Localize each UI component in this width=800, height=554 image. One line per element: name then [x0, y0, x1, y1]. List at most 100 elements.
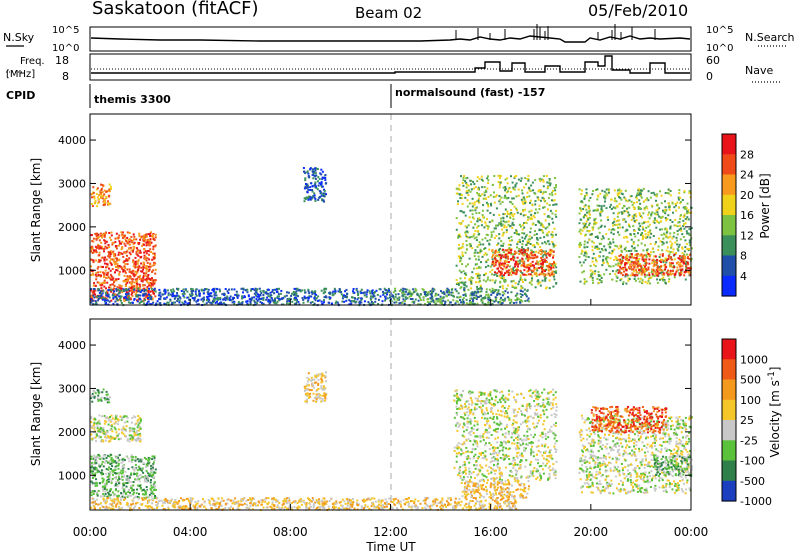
power-cell [107, 276, 110, 279]
velocity-cell [103, 482, 106, 485]
power-cell [646, 207, 649, 210]
power-cell [653, 274, 656, 277]
power-cell [657, 268, 659, 271]
power-cell [459, 235, 462, 238]
power-cell [90, 289, 93, 292]
power-cell [340, 291, 343, 294]
nave-top-tick: 60 [706, 54, 720, 67]
velocity-cell [128, 489, 130, 491]
power-cell [679, 274, 682, 277]
power-cell [100, 284, 103, 287]
power-cell [145, 259, 148, 262]
power-cell [554, 203, 557, 206]
power-cell [461, 251, 464, 254]
power-cell [445, 295, 448, 297]
power-cell [118, 284, 121, 287]
velocity-cell [109, 488, 112, 491]
power-cell [598, 242, 601, 245]
power-cell [500, 270, 503, 273]
power-cell [484, 266, 487, 269]
power-cell [411, 298, 414, 301]
power-cell [464, 225, 467, 228]
power-cell [204, 288, 207, 291]
power-cell [422, 296, 425, 299]
power-cell [461, 298, 464, 301]
power-cell [608, 265, 611, 268]
velocity-cell [154, 468, 157, 471]
power-cell [375, 289, 378, 292]
power-cell [642, 264, 645, 267]
power-cell [539, 236, 542, 239]
power-cell [384, 299, 387, 302]
power-cell [127, 298, 130, 301]
power-cell [475, 294, 478, 297]
velocity-cell [133, 473, 136, 476]
power-cell [147, 241, 150, 244]
power-cell [477, 272, 480, 275]
power-cell [288, 302, 291, 305]
power-cell [479, 295, 482, 298]
power-cell [626, 257, 629, 260]
power-cell [325, 296, 328, 299]
power-cell [442, 296, 445, 299]
power-ytick-label: 1000 [58, 264, 86, 277]
power-cell [521, 294, 524, 297]
power-cell [486, 203, 489, 205]
power-cell [398, 296, 401, 299]
power-cell [624, 189, 627, 192]
power-cell [515, 269, 518, 272]
power-cell [591, 270, 594, 273]
power-cell [684, 208, 687, 210]
power-cell [100, 241, 103, 244]
power-cell [639, 225, 642, 228]
power-cell [180, 290, 183, 292]
power-cell [324, 288, 327, 291]
power-cell [520, 289, 522, 292]
power-cell [634, 253, 637, 256]
power-cell [477, 255, 480, 258]
power-cell [138, 251, 141, 254]
power-colorbar-swatch [722, 215, 736, 236]
power-cell [606, 194, 609, 197]
power-cell [489, 238, 492, 241]
power-cell [469, 179, 472, 182]
power-cell [539, 177, 541, 180]
power-cell [668, 273, 671, 276]
power-cell [679, 202, 682, 205]
power-cell [664, 258, 667, 261]
power-cell [592, 281, 594, 284]
power-cell [516, 298, 519, 301]
power-cell [595, 245, 598, 248]
power-cell [578, 188, 581, 191]
power-cell [545, 250, 547, 253]
velocity-cell [145, 489, 148, 492]
power-cell [164, 292, 167, 295]
power-cell [603, 245, 606, 248]
power-cell [499, 198, 502, 201]
power-cell [619, 197, 622, 199]
power-cell [104, 201, 107, 204]
power-cell [647, 231, 650, 234]
power-cell [688, 248, 690, 250]
power-cell [683, 253, 685, 256]
power-cell [323, 192, 326, 195]
velocity-cell [115, 477, 117, 480]
power-cell [429, 290, 432, 293]
power-cell [502, 216, 505, 219]
power-marks [90, 167, 693, 307]
velocity-cell [108, 472, 111, 475]
power-cell [464, 180, 467, 183]
power-cell [491, 258, 494, 261]
power-cell [92, 303, 95, 306]
power-cell [586, 229, 589, 232]
velocity-cell [149, 473, 152, 476]
power-cell [617, 247, 620, 250]
power-cell [585, 208, 588, 211]
power-cell [520, 285, 523, 288]
power-cell [604, 200, 606, 203]
power-cell [497, 181, 500, 184]
power-cell [363, 300, 366, 303]
power-cell [621, 193, 624, 196]
power-cell [523, 186, 526, 189]
power-cell [373, 291, 376, 294]
